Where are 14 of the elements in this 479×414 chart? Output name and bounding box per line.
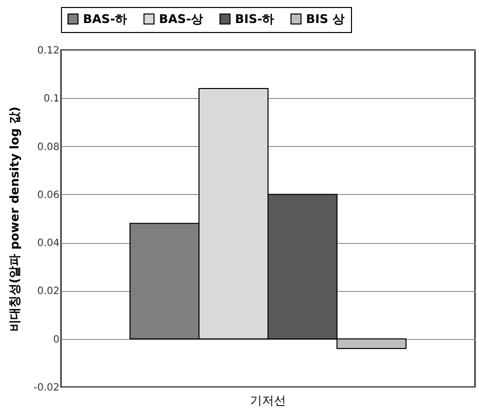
y-tick-label: 0.12 (37, 46, 60, 56)
legend-label: BIS 상 (306, 12, 344, 26)
y-tick-label: 0.06 (37, 190, 60, 201)
y-axis-title: 비대칭성(알파 power density log 값) (8, 106, 22, 332)
y-tick-label: 0.1 (44, 94, 60, 105)
y-tick-label: 0.04 (37, 238, 60, 250)
legend-label: BAS-하 (83, 12, 128, 26)
legend-label: BIS-하 (235, 12, 274, 26)
y-tick-label: 0 (53, 334, 60, 346)
x-tick-label: 기저선 (250, 394, 286, 408)
legend-label: BAS-상 (159, 12, 204, 26)
y-tick-label: 0.02 (37, 286, 60, 298)
y-tick-label: 0.08 (37, 142, 60, 153)
y-tick-label: -0.02 (34, 382, 60, 394)
